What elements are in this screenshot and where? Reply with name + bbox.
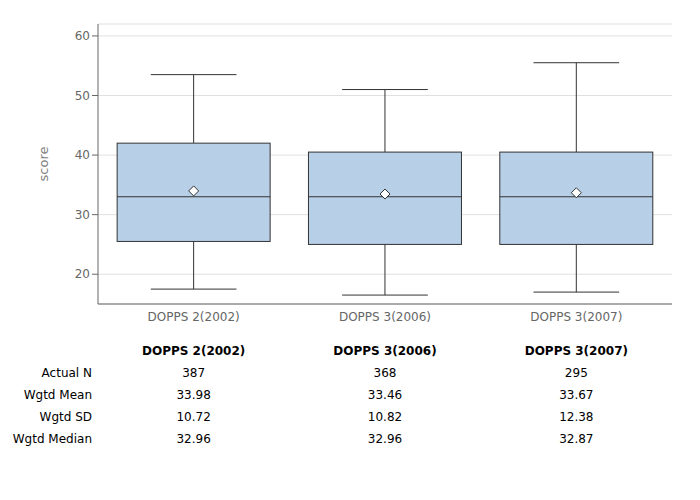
svg-text:60: 60 bbox=[75, 29, 90, 43]
svg-text:DOPPS 3(2006): DOPPS 3(2006) bbox=[339, 310, 431, 324]
svg-text:score: score bbox=[36, 147, 51, 182]
svg-text:40: 40 bbox=[75, 148, 90, 162]
html-text:Actual N: Actual N bbox=[41, 366, 92, 380]
html-text:Wgtd SD: Wgtd SD bbox=[39, 410, 92, 424]
svg-text:DOPPS 3(2007): DOPPS 3(2007) bbox=[530, 310, 622, 324]
html-text:DOPPS 3(2007): DOPPS 3(2007) bbox=[524, 344, 628, 358]
html-text:10.72: 10.72 bbox=[176, 410, 211, 424]
html-text:33.67: 33.67 bbox=[559, 388, 594, 402]
html-text:32.96: 32.96 bbox=[367, 432, 403, 446]
html-text:295: 295 bbox=[564, 366, 588, 380]
html-text:Wgtd Mean: Wgtd Mean bbox=[23, 388, 92, 402]
svg-text:50: 50 bbox=[75, 89, 90, 103]
svg-text:20: 20 bbox=[75, 267, 90, 281]
html-text:10.82: 10.82 bbox=[367, 410, 403, 424]
html-text:Wgtd Median: Wgtd Median bbox=[12, 432, 92, 446]
html-text:33.46: 33.46 bbox=[367, 388, 403, 402]
html-text:DOPPS 2(2002): DOPPS 2(2002) bbox=[142, 344, 246, 358]
html-text:33.98: 33.98 bbox=[176, 388, 211, 402]
html-text:387: 387 bbox=[182, 366, 206, 380]
svg-text:30: 30 bbox=[75, 208, 90, 222]
html-text:12.38: 12.38 bbox=[559, 410, 594, 424]
html-text:368: 368 bbox=[373, 366, 397, 380]
html-text:32.96: 32.96 bbox=[176, 432, 211, 446]
html-text:DOPPS 3(2006): DOPPS 3(2006) bbox=[333, 344, 437, 358]
html-text:32.87: 32.87 bbox=[559, 432, 594, 446]
svg-text:DOPPS 2(2002): DOPPS 2(2002) bbox=[148, 310, 240, 324]
